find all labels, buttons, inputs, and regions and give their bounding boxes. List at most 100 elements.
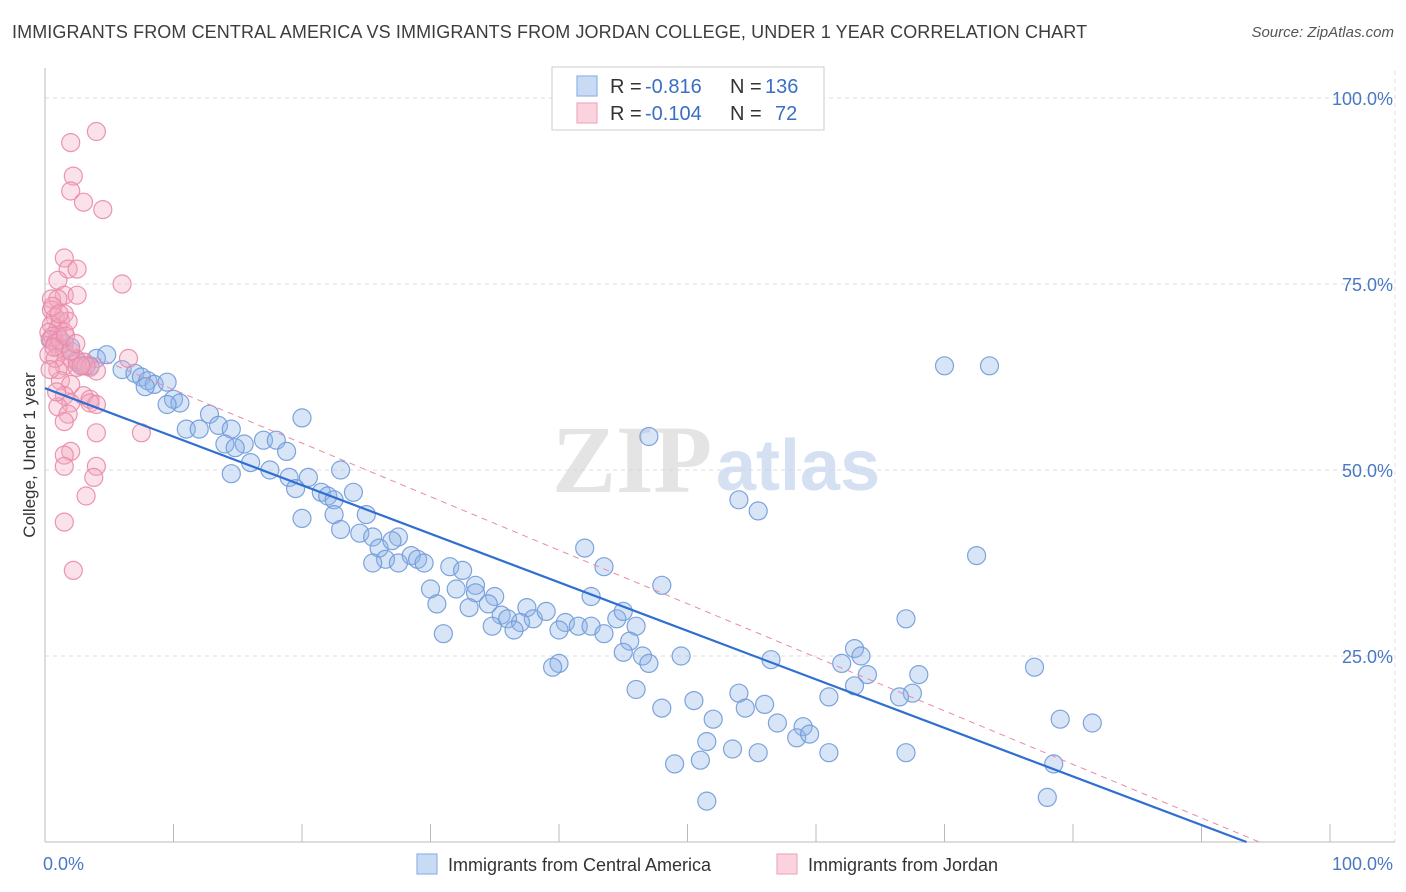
point-s0-134	[1037, 787, 1057, 808]
point-s0-56	[414, 553, 434, 573]
stats-r-label-2: R =	[610, 103, 642, 125]
trend-line-0	[44, 387, 1247, 844]
point-s0-47	[363, 527, 383, 547]
point-s0-41	[343, 482, 363, 502]
point-s0-114	[819, 687, 839, 707]
y-tick-label-1: 75.0%	[1342, 275, 1393, 295]
x-tick-label-1: 100.0%	[1332, 854, 1393, 874]
legend-swatch-central-america	[416, 853, 438, 875]
point-s0-102	[703, 709, 723, 729]
point-s0-115	[832, 653, 852, 674]
stats-r-label-1: R =	[610, 76, 642, 98]
point-s1-36	[86, 361, 107, 381]
point-s0-105	[748, 743, 768, 763]
point-s0-34	[221, 464, 241, 484]
point-s0-60	[446, 579, 466, 599]
point-s0-63	[485, 586, 505, 607]
point-s0-57	[440, 557, 460, 577]
point-s0-85	[620, 631, 640, 651]
point-s0-92	[671, 646, 691, 666]
point-s1-66	[71, 356, 91, 376]
point-s0-24	[292, 408, 312, 428]
point-s0-116	[844, 638, 865, 659]
point-s0-132	[1082, 713, 1102, 733]
point-s0-61	[465, 575, 486, 595]
point-s0-110	[690, 750, 711, 770]
source-label: Source: ZipAtlas.com	[1251, 24, 1394, 41]
stats-n-value-2: 72	[775, 103, 797, 125]
point-s1-4	[73, 192, 94, 212]
point-s0-82	[613, 601, 633, 622]
point-s1-0	[86, 121, 107, 142]
point-s0-117	[851, 646, 871, 666]
point-s0-7	[97, 345, 117, 365]
point-s0-101	[767, 713, 788, 733]
data-points	[39, 121, 1102, 811]
point-s1-10	[112, 274, 132, 294]
point-s0-55	[363, 553, 383, 573]
point-s1-53	[54, 456, 74, 476]
axes	[44, 68, 1395, 843]
point-s0-106	[793, 717, 813, 737]
point-s1-37	[118, 348, 139, 368]
point-s1-64	[76, 356, 96, 376]
point-s0-130	[1024, 657, 1045, 677]
point-s1-5	[93, 200, 113, 220]
point-s0-109	[819, 743, 839, 763]
point-s0-30	[277, 441, 297, 461]
point-s1-13	[41, 289, 62, 309]
point-s0-22	[189, 419, 209, 439]
point-s1-1	[61, 133, 81, 153]
point-s0-50	[382, 531, 402, 551]
point-s0-89	[613, 642, 633, 662]
legend-label-jordan: Immigrants from Jordan	[808, 855, 998, 875]
point-s1-71	[44, 337, 64, 357]
point-s0-25	[215, 434, 235, 454]
point-s0-126	[639, 426, 659, 447]
point-s1-69	[66, 333, 86, 354]
tick-labels: 100.0% 75.0% 50.0% 25.0% 0.0% 100.0%	[43, 89, 1393, 874]
point-s0-14	[157, 372, 177, 392]
point-s1-54	[86, 456, 107, 476]
watermark-zip: ZIP	[552, 406, 712, 513]
point-s0-91	[639, 653, 659, 674]
point-s1-49	[86, 423, 107, 443]
point-s0-94	[542, 657, 563, 677]
point-s1-48	[54, 412, 74, 432]
point-s0-125	[748, 501, 768, 521]
point-s0-129	[966, 545, 987, 566]
point-s0-18	[157, 394, 177, 415]
point-s0-104	[722, 739, 743, 759]
y-axis-label: College, Under 1 year	[20, 372, 39, 538]
stats-r-value-1: -0.816	[645, 76, 702, 98]
point-s1-35	[48, 360, 68, 380]
point-s0-88	[652, 575, 672, 595]
stats-n-label-2: N =	[730, 103, 762, 125]
point-s0-127	[934, 356, 955, 376]
point-s1-58	[63, 560, 83, 581]
point-s0-112	[697, 791, 717, 811]
point-s0-122	[909, 664, 929, 685]
y-tick-label-2: 50.0%	[1342, 461, 1393, 481]
point-s0-74	[482, 616, 502, 636]
point-s0-81	[607, 609, 627, 629]
watermark-atlas: atlas	[716, 426, 880, 506]
point-s0-33	[298, 467, 318, 487]
point-s1-6	[54, 248, 74, 268]
point-s0-42	[292, 508, 312, 529]
point-s1-3	[61, 181, 81, 201]
point-s0-66	[478, 594, 498, 614]
y-tick-label-0: 100.0%	[1332, 89, 1393, 109]
point-s1-55	[84, 467, 104, 487]
point-s1-70	[49, 304, 69, 324]
point-s1-8	[67, 259, 87, 279]
point-s0-65	[459, 597, 479, 618]
series-0-points	[41, 326, 1102, 811]
point-s0-45	[331, 519, 351, 540]
point-s0-123	[896, 609, 916, 629]
y-tick-label-3: 25.0%	[1342, 647, 1393, 667]
stats-r-value-2: -0.104	[645, 103, 702, 125]
point-s0-15	[135, 377, 155, 397]
point-s0-20	[208, 415, 229, 435]
point-s0-128	[979, 356, 1000, 376]
